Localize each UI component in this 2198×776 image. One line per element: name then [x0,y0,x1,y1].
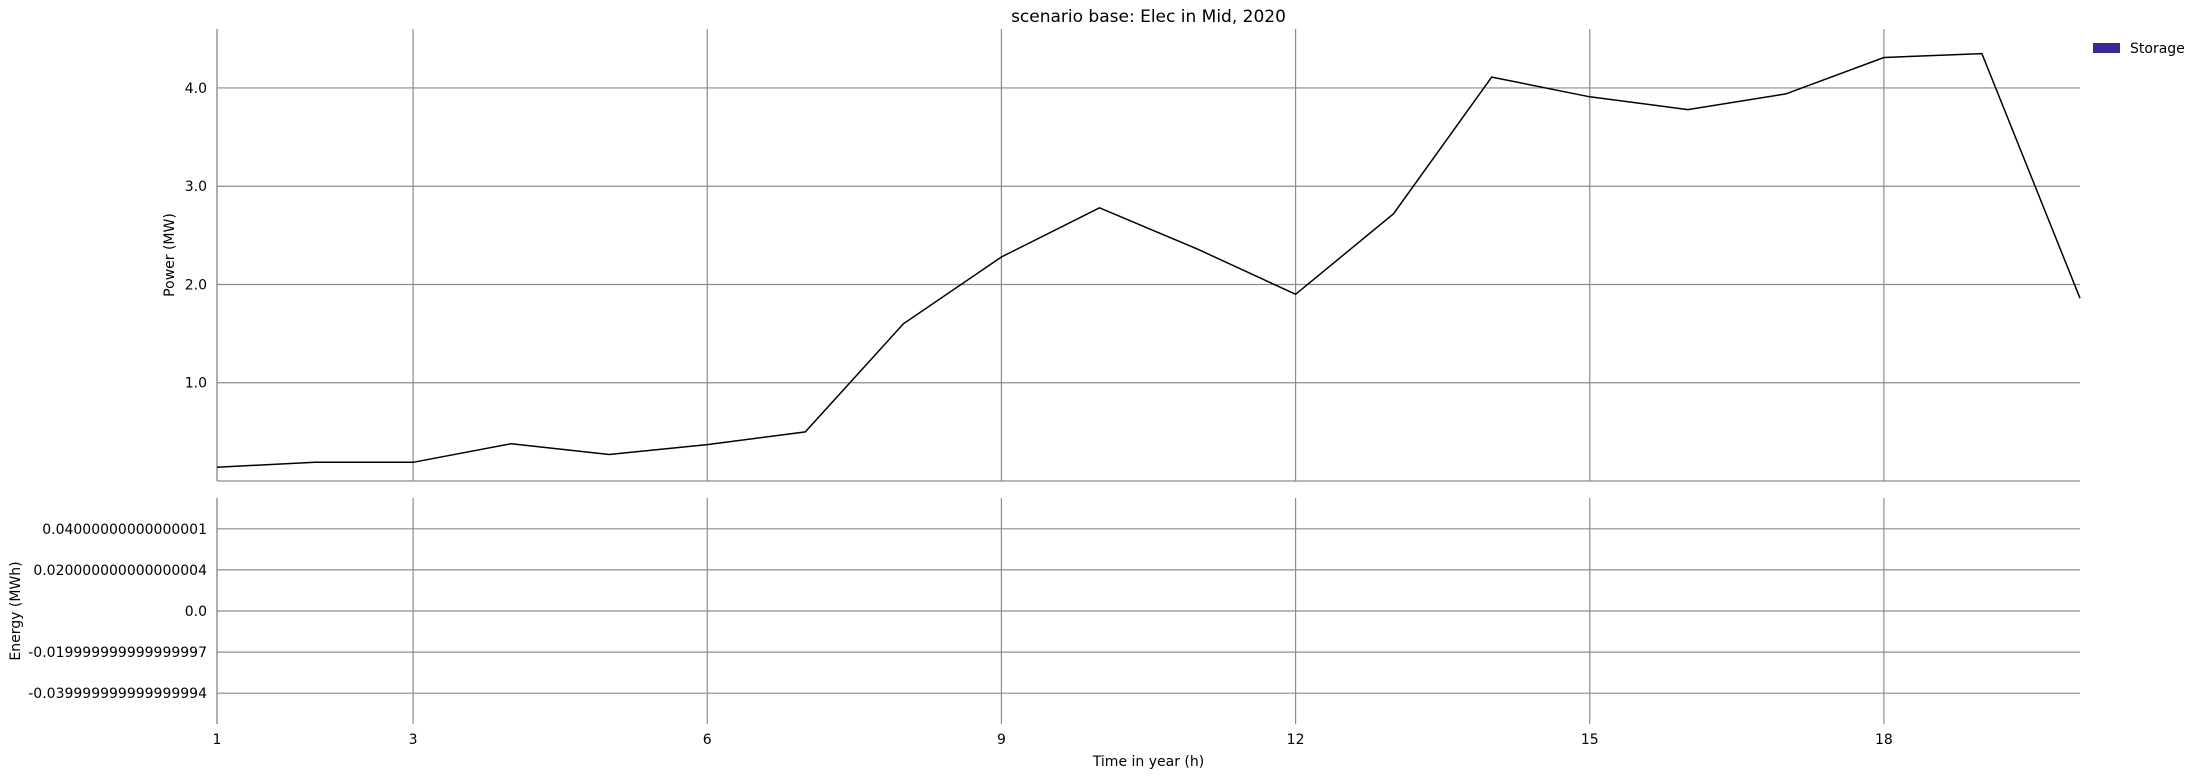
x-tick-label: 18 [1875,732,1893,748]
x-tick-label: 3 [409,732,418,748]
y-tick-label: -0.039999999999999994 [28,686,207,702]
x-tick-label: 1 [213,732,222,748]
y-tick-label: 1.0 [185,376,207,392]
y-tick-label: 0.0 [185,604,207,620]
x-tick-label: 15 [1581,732,1599,748]
y-tick-label: 0.04000000000000001 [42,522,207,538]
legend-label: Storage [2130,41,2185,57]
y-tick-label: 2.0 [185,277,207,293]
y-tick-label: 3.0 [185,179,207,195]
x-axis-label: Time in year (h) [1092,754,1204,770]
chart-title: scenario base: Elec in Mid, 2020 [1011,7,1286,27]
y-tick-label: -0.019999999999999997 [28,645,207,661]
y-tick-label: 4.0 [185,81,207,97]
y-tick-label: 0.020000000000000004 [33,563,207,579]
y-axis-label: Energy (MWh) [8,561,24,660]
y-axis-label: Power (MW) [162,213,178,297]
series-line [216,52,2081,468]
legend-swatch [2093,43,2120,53]
x-tick-label: 6 [703,732,712,748]
x-tick-label: 9 [997,732,1006,748]
x-tick-label: 12 [1287,732,1305,748]
